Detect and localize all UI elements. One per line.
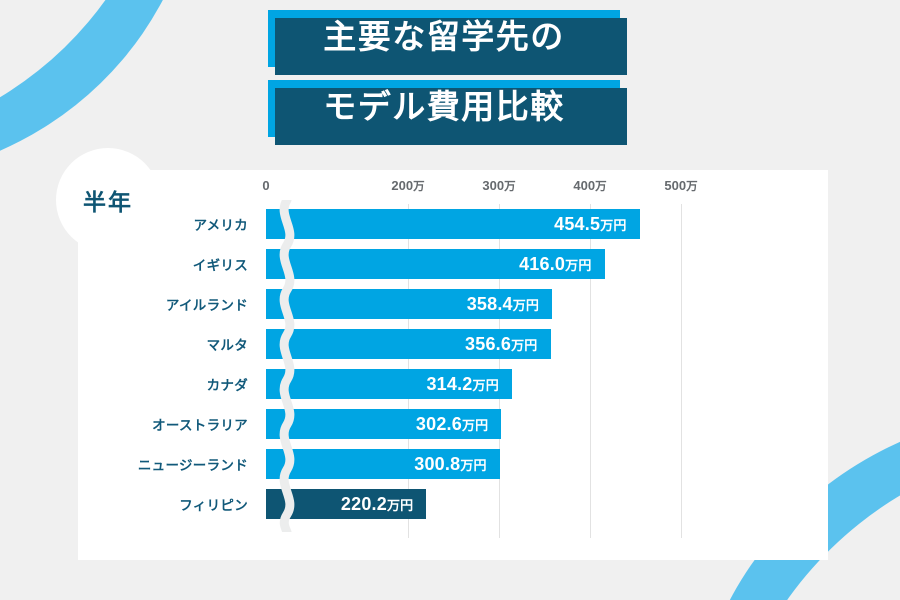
bar-category-label: フィリピン	[179, 498, 248, 513]
duration-badge: 半年	[56, 148, 160, 252]
bar-value-label: 300.8万円	[414, 453, 487, 474]
x-tick-label: 300万	[482, 178, 516, 193]
bar-value-label: 416.0万円	[519, 253, 592, 274]
bar-category-label: カナダ	[206, 378, 248, 393]
chart-card: 0 200万 300万 400万 500万 アメリカ 454.5万円イギリス 416.0万円…	[78, 170, 828, 560]
x-tick-label: 400万	[573, 178, 607, 193]
title-line-1: 主要な留学先の	[268, 10, 627, 75]
bar-category-label: アイルランド	[165, 298, 248, 313]
x-tick-label: 200万	[391, 178, 425, 193]
bar[interactable]: 416.0万円	[266, 249, 605, 279]
bar-track: 302.6万円	[78, 409, 828, 439]
chart-bar-row[interactable]: フィリピン 220.2万円	[78, 484, 828, 524]
bar-value-label: 454.5万円	[554, 213, 627, 234]
chart-bar-rows: アメリカ 454.5万円イギリス 416.0万円アイルランド 358.4万円マルタ 35…	[78, 204, 828, 524]
bar-value-label: 358.4万円	[466, 293, 540, 314]
bar[interactable]: 300.8万円	[266, 449, 500, 479]
bar[interactable]: 220.2万円	[266, 489, 427, 519]
chart-bar-row[interactable]: イギリス 416.0万円	[78, 244, 828, 284]
chart-bar-row[interactable]: アイルランド 358.4万円	[78, 284, 828, 324]
bar-category-label: ニュージーランド	[137, 458, 248, 473]
bar[interactable]: 302.6万円	[266, 409, 502, 439]
bar[interactable]: 356.6万円	[266, 329, 551, 359]
bar-value-label: 220.2万円	[340, 493, 414, 514]
chart-bar-row[interactable]: カナダ 314.2万円	[78, 364, 828, 404]
bar-track: 314.2万円	[78, 369, 828, 399]
bar-category-label: オーストラリア	[152, 418, 248, 433]
bar-category-label: イギリス	[192, 258, 248, 273]
bar-value-label: 356.6万円	[465, 333, 538, 354]
bar-category-label: アメリカ	[193, 218, 248, 233]
bar-track: 454.5万円	[78, 209, 828, 239]
chart-bar-row[interactable]: アメリカ 454.5万円	[78, 204, 828, 244]
bar-value-label: 302.6万円	[415, 413, 489, 434]
bar-track: 220.2万円	[78, 489, 828, 519]
bar-value-label: 314.2万円	[426, 373, 499, 394]
bar[interactable]: 358.4万円	[266, 289, 553, 319]
x-tick-label: 0	[262, 178, 270, 193]
bar-category-label: マルタ	[206, 338, 248, 353]
gridline	[681, 204, 682, 538]
gridline	[590, 204, 591, 538]
duration-badge-label: 半年	[83, 189, 133, 215]
chart-bar-row[interactable]: オーストラリア 302.6万円	[78, 404, 828, 444]
bar-track: 356.6万円	[78, 329, 828, 359]
chart-plot-area: 0 200万 300万 400万 500万 アメリカ 454.5万円イギリス 416.0万円…	[78, 170, 828, 560]
x-axis-ticks: 0 200万 300万 400万 500万	[78, 170, 828, 202]
bar-track: 300.8万円	[78, 449, 828, 479]
bar-track: 358.4万円	[78, 289, 828, 319]
bar[interactable]: 314.2万円	[266, 369, 512, 399]
chart-title-block: 主要な留学先の モデル費用比較	[268, 10, 627, 145]
x-tick-label: 500万	[664, 178, 698, 193]
chart-bar-row[interactable]: ニュージーランド 300.8万円	[78, 444, 828, 484]
title-line-2: モデル費用比較	[268, 79, 627, 145]
bar-track: 416.0万円	[78, 249, 828, 279]
bar[interactable]: 454.5万円	[266, 209, 640, 239]
chart-bar-row[interactable]: マルタ 356.6万円	[78, 324, 828, 364]
